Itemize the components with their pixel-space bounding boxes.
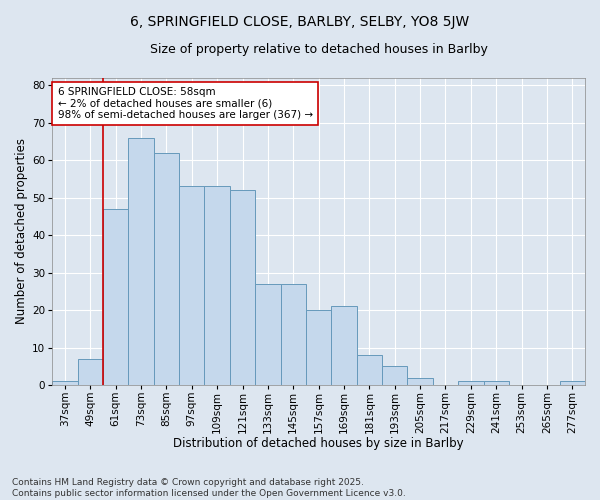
Title: Size of property relative to detached houses in Barlby: Size of property relative to detached ho… xyxy=(149,42,488,56)
Bar xyxy=(230,190,255,385)
Bar xyxy=(484,382,509,385)
Text: 6, SPRINGFIELD CLOSE, BARLBY, SELBY, YO8 5JW: 6, SPRINGFIELD CLOSE, BARLBY, SELBY, YO8… xyxy=(130,15,470,29)
Bar xyxy=(154,152,179,385)
Bar xyxy=(407,378,433,385)
Bar xyxy=(382,366,407,385)
Bar xyxy=(255,284,281,385)
Bar xyxy=(356,355,382,385)
Text: Contains HM Land Registry data © Crown copyright and database right 2025.
Contai: Contains HM Land Registry data © Crown c… xyxy=(12,478,406,498)
Y-axis label: Number of detached properties: Number of detached properties xyxy=(15,138,28,324)
Bar xyxy=(281,284,306,385)
Text: 6 SPRINGFIELD CLOSE: 58sqm
← 2% of detached houses are smaller (6)
98% of semi-d: 6 SPRINGFIELD CLOSE: 58sqm ← 2% of detac… xyxy=(58,86,313,120)
X-axis label: Distribution of detached houses by size in Barlby: Distribution of detached houses by size … xyxy=(173,437,464,450)
Bar xyxy=(52,382,77,385)
Bar xyxy=(103,209,128,385)
Bar xyxy=(560,382,585,385)
Bar xyxy=(331,306,356,385)
Bar xyxy=(205,186,230,385)
Bar xyxy=(128,138,154,385)
Bar xyxy=(179,186,205,385)
Bar xyxy=(458,382,484,385)
Bar xyxy=(77,359,103,385)
Bar xyxy=(306,310,331,385)
